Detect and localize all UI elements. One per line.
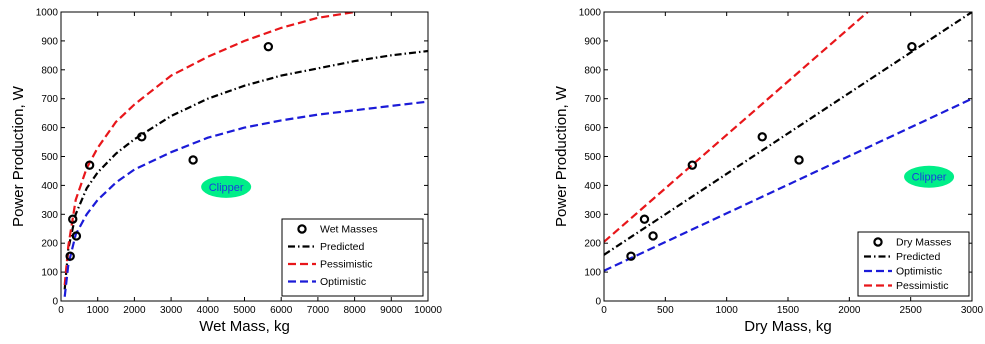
- x-tick-label: 6000: [270, 305, 293, 316]
- series-line-pessimistic: [604, 12, 868, 242]
- x-axis-label: Dry Mass, kg: [744, 318, 832, 335]
- x-tick-label: 1000: [87, 305, 110, 316]
- data-point: [649, 232, 656, 239]
- data-point: [641, 216, 648, 223]
- y-tick-label: 200: [584, 239, 601, 250]
- y-tick-label: 1000: [36, 8, 59, 19]
- y-tick-label: 1000: [579, 8, 602, 19]
- clipper-annotation-label: Clipper: [209, 182, 244, 194]
- y-tick-label: 800: [584, 65, 601, 76]
- x-axis-label: Wet Mass, kg: [199, 318, 290, 335]
- y-tick-label: 700: [584, 94, 601, 105]
- y-tick-label: 800: [41, 65, 58, 76]
- y-tick-label: 600: [41, 123, 58, 134]
- y-tick-label: 300: [584, 210, 601, 221]
- legend-entry-label: Pessimistic: [896, 280, 949, 292]
- legend-entry-label: Predicted: [896, 251, 941, 263]
- x-tick-label: 1500: [777, 305, 800, 316]
- y-tick-label: 100: [41, 268, 58, 279]
- data-point: [689, 162, 696, 169]
- y-tick-label: 600: [584, 123, 601, 134]
- legend-entry-label: Predicted: [320, 241, 365, 253]
- y-tick-label: 400: [584, 181, 601, 192]
- data-point: [627, 253, 634, 260]
- y-tick-label: 900: [41, 36, 58, 47]
- legend-entry-label: Wet Masses: [320, 224, 378, 236]
- y-tick-label: 0: [595, 297, 601, 308]
- x-tick-label: 2000: [123, 305, 146, 316]
- legend-entry-label: Dry Masses: [896, 237, 951, 249]
- y-tick-label: 100: [584, 268, 601, 279]
- y-tick-label: 200: [41, 239, 58, 250]
- x-tick-label: 4000: [197, 305, 220, 316]
- x-tick-label: 9000: [380, 305, 403, 316]
- legend-entry-label: Optimistic: [896, 266, 942, 278]
- x-tick-label: 3000: [160, 305, 183, 316]
- x-tick-label: 0: [601, 305, 607, 316]
- data-point: [86, 162, 93, 169]
- legend-entry-label: Optimistic: [320, 276, 366, 288]
- chart-1: 0 1000 2000 3000 4000 5000 6000 7000 8000 9000 100…: [10, 8, 442, 336]
- legend: Dry Masses Predicted Optimistic Pessimistic: [858, 232, 969, 296]
- clipper-annotation-label: Clipper: [912, 172, 947, 184]
- x-tick-label: 500: [657, 305, 674, 316]
- y-axis-label: Power Production, W: [553, 85, 570, 227]
- x-tick-label: 8000: [343, 305, 366, 316]
- x-tick-label: 5000: [233, 305, 256, 316]
- legend: Wet Masses Predicted Pessimistic Optimistic: [282, 219, 423, 296]
- y-tick-label: 700: [41, 94, 58, 105]
- y-tick-label: 900: [584, 36, 601, 47]
- x-tick-label: 2000: [838, 305, 861, 316]
- x-tick-label: 7000: [307, 305, 330, 316]
- x-tick-label: 0: [58, 305, 64, 316]
- y-tick-label: 400: [41, 181, 58, 192]
- x-tick-label: 1000: [716, 305, 739, 316]
- series-line-predicted: [604, 12, 972, 255]
- legend-entry-label: Pessimistic: [320, 259, 373, 271]
- y-tick-label: 0: [52, 297, 58, 308]
- chart-2: 0 500 1000 1500 2000 2500 3000 0 100 200 300 400 500…: [553, 8, 984, 336]
- x-tick-label: 2500: [900, 305, 923, 316]
- x-tick-label: 10000: [414, 305, 442, 316]
- y-axis-label: Power Production, W: [10, 85, 27, 227]
- y-tick-label: 500: [584, 152, 601, 163]
- data-point: [795, 156, 802, 163]
- data-point: [265, 43, 272, 50]
- y-tick-label: 500: [41, 152, 58, 163]
- data-point: [759, 133, 766, 140]
- data-point: [138, 133, 145, 140]
- data-point: [908, 43, 915, 50]
- x-tick-label: 3000: [961, 305, 984, 316]
- y-tick-label: 300: [41, 210, 58, 221]
- data-point: [190, 156, 197, 163]
